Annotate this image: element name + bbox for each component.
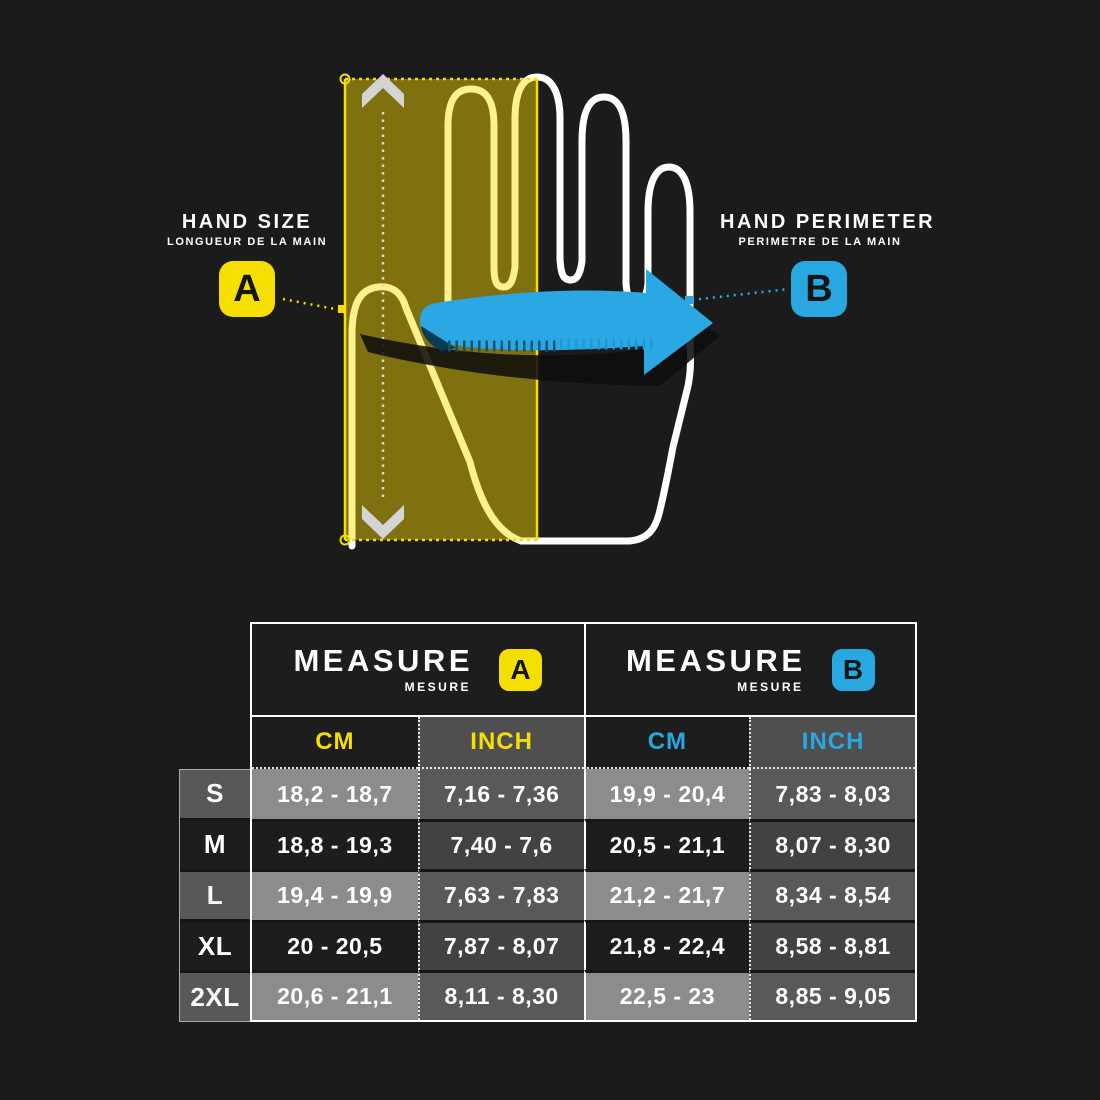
length-measure-line [362, 74, 404, 539]
badge-a-letter: A [233, 267, 261, 310]
unit-header-a-inch: INCH [417, 717, 584, 769]
measure-b-header: MEASURE MESURE B [583, 624, 915, 717]
unit-header-a-cm: CM [252, 717, 418, 769]
table-badge-b: B [831, 648, 875, 691]
chevron-up-icon [362, 74, 404, 108]
size-label-2xl: 2XL [180, 970, 250, 1021]
hand-outline [348, 73, 695, 550]
measure-a-subtitle: MESURE [404, 680, 471, 694]
measure-a-header: MEASURE MESURE A [252, 624, 584, 717]
cell-m-b-inch: 8,07 - 8,30 [749, 819, 915, 870]
cell-s-a-cm: 18,2 - 18,7 [252, 769, 418, 820]
badge-b-letter: B [805, 267, 833, 310]
chevron-down-icon [362, 505, 404, 539]
size-label-xl: XL [180, 919, 250, 971]
cell-s-b-inch: 7,83 - 8,03 [749, 769, 915, 820]
arrow-shadow [360, 290, 720, 386]
cell-2xl-a-cm: 20,6 - 21,1 [252, 969, 418, 1020]
cell-xl-b-inch: 8,58 - 8,81 [749, 919, 915, 970]
cell-l-a-cm: 19,4 - 19,9 [252, 869, 418, 920]
size-label-l: L [180, 868, 250, 920]
hand-size-badge-a: A [219, 261, 275, 317]
unit-header-b-inch: INCH [749, 717, 915, 769]
callout-connector-a [282, 297, 346, 313]
cell-l-a-inch: 7,63 - 7,83 [417, 869, 584, 920]
size-label-s: S [180, 770, 250, 818]
perimeter-arrow [360, 269, 720, 386]
cell-2xl-b-inch: 8,85 - 9,05 [749, 969, 915, 1020]
hand-diagram [282, 73, 790, 550]
cell-m-b-cm: 20,5 - 21,1 [583, 819, 750, 870]
cell-xl-a-cm: 20 - 20,5 [252, 919, 418, 970]
arrow-fold [421, 326, 456, 351]
corner-marker-bottom [339, 534, 351, 546]
size-label-column: S M L XL 2XL [179, 769, 250, 1022]
hand-size-title: HAND SIZE [181, 211, 313, 233]
size-label-m: M [180, 817, 250, 869]
cell-m-a-inch: 7,40 - 7,6 [417, 819, 584, 870]
cell-s-b-cm: 19,9 - 20,4 [583, 769, 750, 820]
hand-perimeter-badge-b: B [791, 261, 847, 317]
table-badge-b-letter: B [842, 653, 864, 685]
table-badge-a-letter: A [510, 653, 531, 685]
hand-size-subtitle: LONGUEUR DE LA MAIN [167, 236, 328, 248]
cell-s-a-inch: 7,16 - 7,36 [417, 769, 584, 820]
cell-l-b-inch: 8,34 - 8,54 [749, 869, 915, 920]
hand-perimeter-subtitle: PERIMETRE DE LA MAIN [738, 236, 902, 248]
cell-l-b-cm: 21,2 - 21,7 [583, 869, 750, 920]
measure-b-subtitle: MESURE [737, 680, 804, 694]
measure-a-title: MEASURE [293, 643, 473, 678]
cell-xl-b-cm: 21,8 - 22,4 [583, 919, 750, 970]
hand-perimeter-title: HAND PERIMETER [720, 211, 936, 233]
callout-connector-b [685, 287, 790, 304]
cell-xl-a-inch: 7,87 - 8,07 [417, 919, 584, 970]
unit-header-b-cm: CM [583, 717, 750, 769]
cell-m-a-cm: 18,8 - 19,3 [252, 819, 418, 870]
table-badge-a: A [499, 648, 542, 691]
measurement-table: MEASURE MESURE A MEASURE MESURE B CM INC… [250, 622, 917, 1022]
cell-2xl-b-cm: 22,5 - 23 [583, 969, 750, 1020]
measure-b-title: MEASURE [625, 643, 806, 678]
corner-marker-top [339, 73, 351, 85]
cell-2xl-a-inch: 8,11 - 8,30 [417, 969, 584, 1020]
